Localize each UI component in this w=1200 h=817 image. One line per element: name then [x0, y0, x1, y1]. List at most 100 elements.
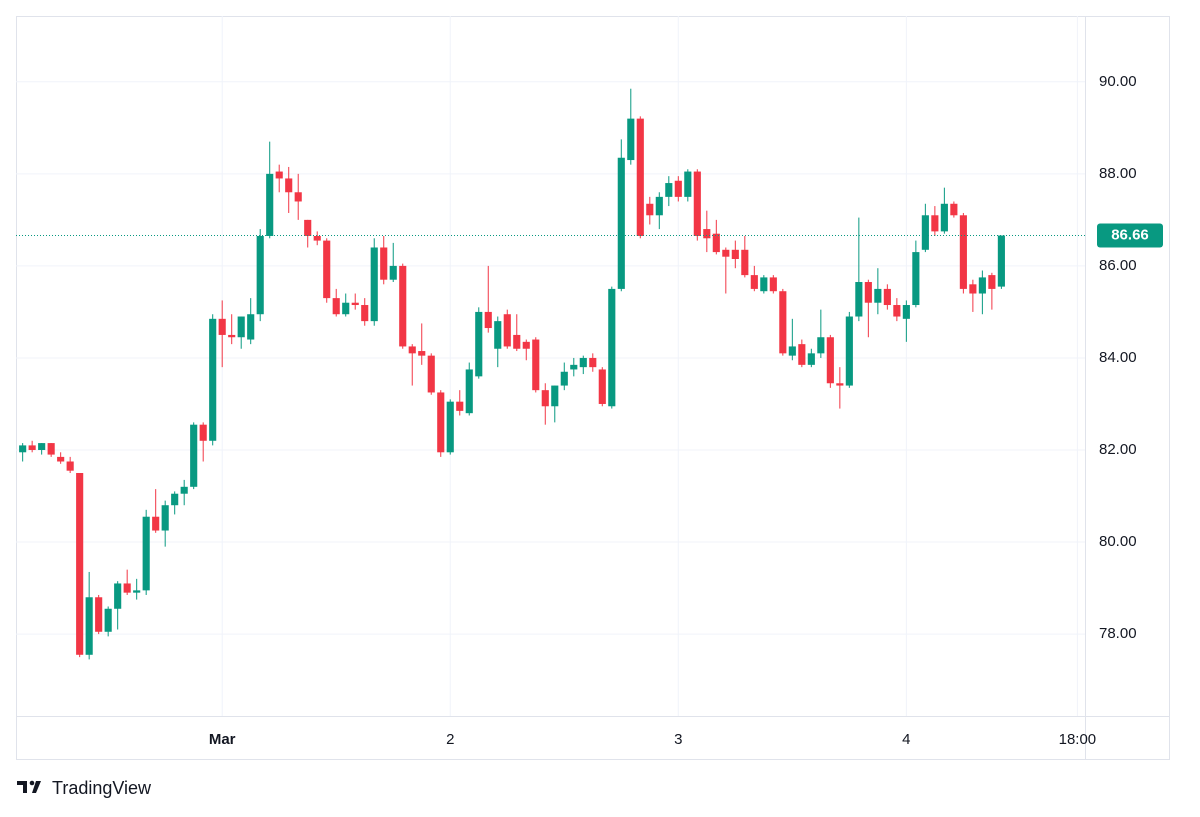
- candle-body: [636, 118, 644, 236]
- candle-body: [674, 180, 682, 197]
- brand: TradingView: [52, 778, 152, 798]
- candle-body: [66, 461, 74, 471]
- x-tick-label: 18:00: [1059, 731, 1097, 748]
- candle-body: [722, 249, 730, 257]
- candle-body: [304, 219, 312, 236]
- candle-body: [475, 311, 483, 377]
- candle-body: [256, 235, 264, 315]
- candle-body: [598, 369, 606, 404]
- candle-body: [665, 183, 673, 197]
- candle-body: [617, 157, 625, 289]
- candle-body: [921, 215, 929, 250]
- candle-body: [627, 118, 635, 161]
- candle-body: [969, 284, 977, 294]
- plot: [16, 16, 1085, 716]
- candle-body: [741, 249, 749, 276]
- candle-body: [950, 203, 958, 216]
- y-tick-label: 84.00: [1099, 349, 1137, 366]
- candle-body: [199, 424, 207, 441]
- candle-body: [769, 277, 777, 292]
- candle-body: [731, 249, 739, 259]
- y-tick-label: 90.00: [1099, 73, 1137, 90]
- candle-body: [28, 445, 36, 450]
- candle-body: [123, 583, 131, 593]
- candle-body: [845, 316, 853, 386]
- candle-body: [104, 608, 112, 632]
- candle-body: [446, 401, 454, 453]
- candle-body: [893, 305, 901, 317]
- candle-body: [997, 235, 1005, 287]
- candle-body: [76, 473, 84, 655]
- chart-frame: [16, 16, 1170, 760]
- candle-body: [427, 355, 435, 393]
- candle-body: [418, 351, 426, 356]
- candle-body: [959, 215, 967, 289]
- candle-body: [57, 456, 65, 462]
- candle-body: [285, 178, 293, 193]
- candle-body: [798, 344, 806, 365]
- candle-body: [484, 311, 492, 329]
- y-tick-label: 88.00: [1099, 165, 1137, 182]
- candle-body: [114, 583, 122, 609]
- candle-body: [864, 282, 872, 303]
- x-tick-label: 2: [446, 731, 454, 748]
- candle-body: [931, 215, 939, 232]
- candle-body: [712, 233, 720, 253]
- candle-body: [874, 288, 882, 303]
- candle-body: [912, 252, 920, 306]
- candle-body: [465, 369, 473, 414]
- candle-body: [703, 229, 711, 239]
- candle-body: [532, 339, 540, 391]
- x-tick-label: 4: [902, 731, 910, 748]
- candle-body: [817, 337, 825, 354]
- candle-body: [275, 171, 283, 179]
- candle-body: [161, 505, 169, 531]
- candle-body: [494, 321, 502, 349]
- candle-body: [570, 364, 578, 370]
- candle-body: [47, 443, 55, 455]
- candle-body: [133, 590, 141, 593]
- candle-body: [560, 371, 568, 386]
- candle-body: [456, 401, 464, 411]
- x-tick-label: Mar: [209, 731, 236, 748]
- candle-body: [608, 288, 616, 407]
- candle-body: [902, 305, 910, 319]
- candle-body: [788, 346, 796, 356]
- candle-body: [142, 516, 150, 591]
- candle-body: [209, 318, 217, 441]
- logo: TradingView: [17, 778, 152, 798]
- y-tick-label: 82.00: [1099, 441, 1137, 458]
- candle-body: [779, 291, 787, 354]
- y-tick-label: 78.00: [1099, 625, 1137, 642]
- candle-body: [940, 203, 948, 232]
- candle-body: [826, 337, 834, 384]
- y-tick-label: 80.00: [1099, 533, 1137, 550]
- candle-body: [978, 277, 986, 294]
- candle-body: [294, 192, 302, 202]
- last-price-tag: [1097, 223, 1163, 248]
- candle-body: [551, 385, 559, 407]
- x-tick-label: 3: [674, 731, 682, 748]
- candle-body: [313, 235, 321, 241]
- candle-body: [589, 357, 597, 368]
- candle-body: [579, 357, 587, 368]
- candle-body: [807, 353, 815, 365]
- candle-body: [351, 302, 359, 306]
- y-tick-label: 86.00: [1099, 257, 1137, 274]
- candle-body: [152, 516, 160, 531]
- candle-body: [218, 318, 226, 335]
- candle-body: [399, 265, 407, 347]
- candle-body: [370, 247, 378, 322]
- candle-body: [408, 346, 416, 354]
- candle-body: [760, 277, 768, 292]
- candle-body: [541, 390, 549, 407]
- candle-body: [228, 334, 236, 338]
- candle-body: [361, 305, 369, 322]
- candle-body: [19, 445, 27, 453]
- candle-body: [855, 282, 863, 317]
- candle-body: [503, 314, 511, 347]
- candle-body: [171, 493, 179, 506]
- candle-body: [883, 288, 891, 306]
- candle-body: [684, 171, 692, 197]
